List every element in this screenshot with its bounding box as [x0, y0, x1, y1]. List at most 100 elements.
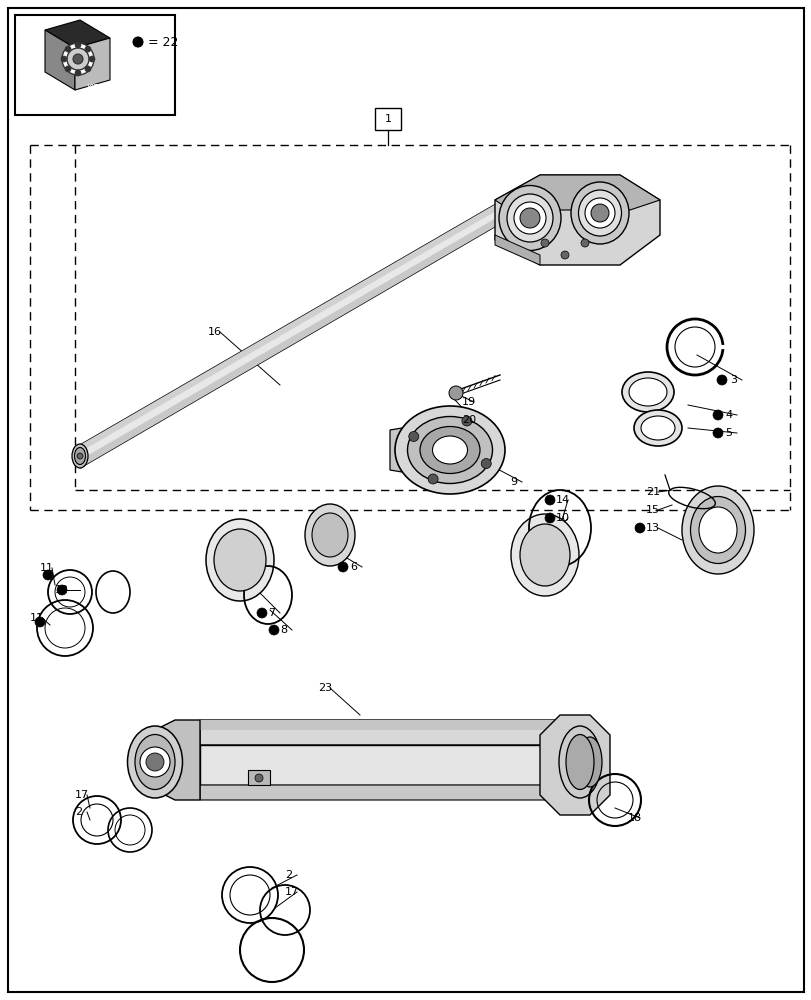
Ellipse shape — [72, 444, 88, 468]
Circle shape — [85, 66, 91, 72]
Polygon shape — [80, 193, 514, 468]
Polygon shape — [45, 20, 109, 48]
Text: 23: 23 — [318, 683, 332, 693]
Text: 10: 10 — [556, 513, 569, 523]
Circle shape — [712, 410, 722, 420]
Ellipse shape — [689, 496, 744, 564]
Polygon shape — [45, 30, 75, 90]
Circle shape — [544, 513, 554, 523]
Circle shape — [65, 46, 71, 52]
Text: 2: 2 — [285, 870, 292, 880]
Circle shape — [448, 386, 462, 400]
Circle shape — [62, 43, 94, 75]
Circle shape — [77, 453, 83, 459]
Ellipse shape — [499, 186, 560, 251]
Circle shape — [560, 251, 569, 259]
Text: 4: 4 — [724, 410, 732, 420]
Ellipse shape — [506, 194, 552, 242]
Ellipse shape — [519, 524, 569, 586]
Text: = 22: = 22 — [148, 36, 178, 49]
Bar — [375, 108, 401, 130]
Circle shape — [540, 239, 548, 247]
Circle shape — [581, 239, 588, 247]
Ellipse shape — [135, 734, 175, 790]
Circle shape — [65, 66, 71, 72]
Ellipse shape — [419, 426, 479, 474]
Ellipse shape — [698, 507, 736, 553]
Text: KIT: KIT — [51, 84, 64, 93]
Text: 8: 8 — [280, 625, 287, 635]
Polygon shape — [80, 207, 514, 468]
Text: 14: 14 — [556, 495, 569, 505]
Text: 7: 7 — [268, 608, 275, 618]
Text: 20: 20 — [461, 415, 475, 425]
Polygon shape — [200, 745, 590, 785]
Ellipse shape — [629, 378, 666, 406]
Ellipse shape — [570, 182, 629, 244]
Polygon shape — [389, 425, 419, 475]
Circle shape — [73, 54, 83, 64]
Circle shape — [461, 416, 471, 426]
Ellipse shape — [127, 726, 182, 798]
Circle shape — [75, 42, 81, 48]
Polygon shape — [80, 193, 514, 452]
Ellipse shape — [214, 529, 266, 591]
Ellipse shape — [577, 737, 601, 787]
Ellipse shape — [558, 726, 600, 798]
Circle shape — [61, 56, 67, 62]
Text: 1: 1 — [384, 114, 391, 124]
Text: 11: 11 — [30, 613, 44, 623]
Polygon shape — [200, 785, 590, 800]
Ellipse shape — [577, 190, 620, 236]
Text: 9: 9 — [509, 477, 517, 487]
Ellipse shape — [75, 448, 85, 464]
Polygon shape — [539, 715, 609, 815]
Polygon shape — [247, 770, 270, 785]
Ellipse shape — [572, 728, 607, 796]
Circle shape — [67, 48, 89, 70]
Ellipse shape — [407, 416, 492, 484]
Text: 2: 2 — [75, 807, 82, 817]
Circle shape — [75, 70, 81, 76]
Circle shape — [146, 753, 164, 771]
Circle shape — [519, 208, 539, 228]
Polygon shape — [200, 720, 590, 745]
Text: 12: 12 — [55, 585, 69, 595]
Text: 13: 13 — [646, 523, 659, 533]
Text: 17: 17 — [75, 790, 89, 800]
Text: 19: 19 — [461, 397, 475, 407]
Polygon shape — [75, 38, 109, 90]
Ellipse shape — [394, 406, 504, 494]
Ellipse shape — [510, 514, 578, 596]
Polygon shape — [495, 175, 659, 210]
Circle shape — [513, 202, 545, 234]
Text: 5: 5 — [724, 428, 731, 438]
Circle shape — [35, 617, 45, 627]
Circle shape — [427, 474, 438, 484]
Circle shape — [133, 37, 143, 47]
Ellipse shape — [311, 513, 348, 557]
Polygon shape — [200, 720, 564, 730]
Ellipse shape — [621, 372, 673, 412]
Circle shape — [634, 523, 644, 533]
Circle shape — [716, 375, 726, 385]
Ellipse shape — [640, 416, 674, 440]
Polygon shape — [495, 175, 659, 265]
Polygon shape — [135, 720, 200, 800]
Bar — [15, 15, 175, 115]
Text: 15: 15 — [646, 505, 659, 515]
Circle shape — [408, 431, 418, 441]
Circle shape — [133, 37, 143, 47]
Circle shape — [544, 495, 554, 505]
Ellipse shape — [633, 410, 681, 446]
Ellipse shape — [206, 519, 273, 601]
Circle shape — [337, 562, 348, 572]
Circle shape — [139, 747, 169, 777]
Circle shape — [712, 428, 722, 438]
Circle shape — [43, 570, 53, 580]
Text: 21: 21 — [646, 487, 659, 497]
Text: 17: 17 — [285, 887, 298, 897]
Text: 18: 18 — [627, 813, 642, 823]
Ellipse shape — [565, 734, 594, 790]
Circle shape — [481, 459, 491, 469]
